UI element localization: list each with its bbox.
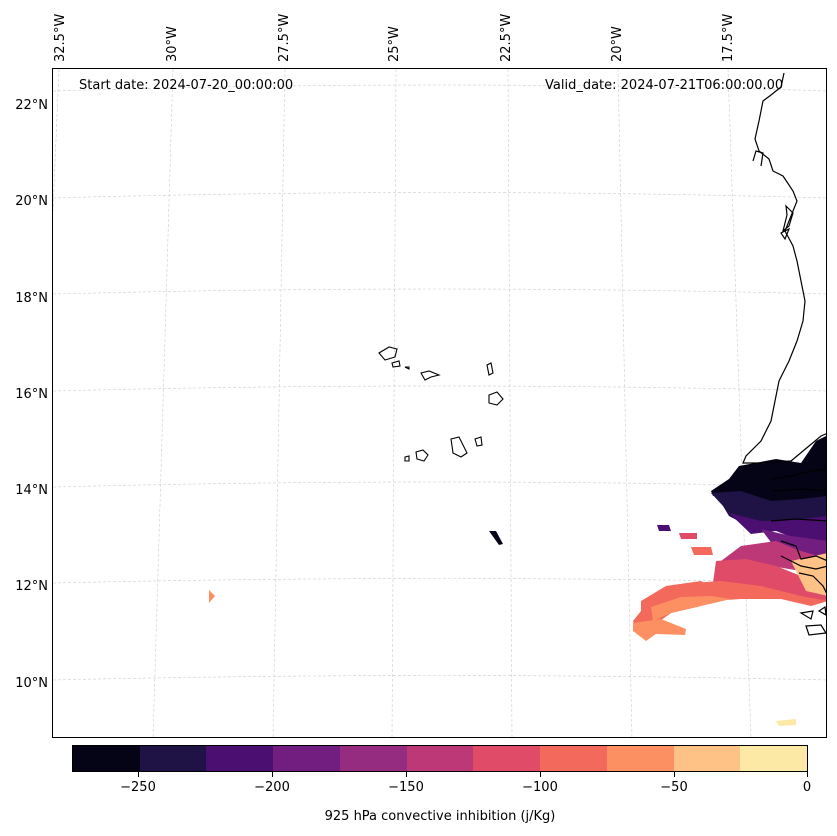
cin-field <box>209 436 826 726</box>
island-brava <box>404 455 410 462</box>
island-maio <box>474 436 483 447</box>
cin-small-patch-2 <box>679 533 697 539</box>
colorbar-segment <box>673 746 741 771</box>
lat-label-12n: 12°N <box>15 579 48 594</box>
coast-south-2 <box>770 518 826 522</box>
colorbar-label: −250 <box>120 780 156 795</box>
coast-islands-5 <box>817 605 826 616</box>
island-sao-vicente <box>391 360 401 368</box>
cin-region-very-low <box>711 436 826 506</box>
cape-verde-islands <box>378 346 504 462</box>
coast-islands-1 <box>780 555 826 570</box>
africa-coast <box>742 72 826 464</box>
coast-islands-3 <box>799 610 814 620</box>
start-date: Start date: 2024-07-20_00:00:00 <box>79 78 294 93</box>
cin-small-patch-1 <box>657 525 671 531</box>
gambia-river <box>770 468 826 480</box>
coast-detail-1 <box>752 150 764 167</box>
lon-label-27-5w: 27.5°W <box>277 13 292 62</box>
lon-label-20w: 20°W <box>610 26 625 62</box>
cin-small-patch-4 <box>489 531 503 545</box>
coast-detail-2 <box>781 204 794 233</box>
lat-label-22n: 22°N <box>15 98 48 113</box>
colorbar-segment <box>406 746 474 771</box>
island-sal <box>486 362 494 376</box>
colorbar-label: −50 <box>660 780 688 795</box>
coast-detail-3 <box>780 227 791 241</box>
colorbar-tick <box>807 772 808 777</box>
coast-islands-4 <box>805 624 826 636</box>
cin-region-pale <box>776 719 796 726</box>
island-santa-luzia <box>404 366 410 370</box>
lat-label-10n: 10°N <box>15 676 48 691</box>
coastline <box>742 72 826 636</box>
colorbar-segment <box>339 746 407 771</box>
lon-label-30w: 30°W <box>165 26 180 62</box>
lat-label-16n: 16°N <box>15 387 48 402</box>
cin-region-light-orange <box>651 596 731 621</box>
graticule <box>53 69 826 737</box>
island-santiago <box>450 436 468 458</box>
valid-date: Valid_date: 2024-07-21T06:00:00.00 <box>545 78 784 93</box>
map-panel[interactable] <box>52 68 827 738</box>
lat-label-18n: 18°N <box>15 291 48 306</box>
island-santo-antao <box>378 346 398 361</box>
colorbar-segment <box>273 746 340 771</box>
map-canvas <box>53 69 826 737</box>
lon-label-22-5w: 22.5°W <box>499 13 514 62</box>
island-boa-vista <box>488 391 504 406</box>
cin-small-patch-3 <box>691 547 713 555</box>
colorbar <box>72 745 808 772</box>
cin-small-patch-5 <box>209 590 215 603</box>
colorbar-segment <box>606 746 674 771</box>
colorbar-label: −200 <box>254 780 290 795</box>
colorbar-segment <box>473 746 541 771</box>
colorbar-label: 0 <box>802 780 812 795</box>
colorbar-tick <box>540 772 541 777</box>
colorbar-segment <box>206 746 274 771</box>
coast-south-1 <box>772 488 826 492</box>
lon-label-17-5w: 17.5°W <box>721 13 736 62</box>
colorbar-segment <box>73 746 140 771</box>
cin-region-peach <box>633 619 686 641</box>
cin-region-coral <box>713 559 826 601</box>
colorbar-tick <box>138 772 139 777</box>
colorbar-label: −100 <box>522 780 558 795</box>
lat-label-20n: 20°N <box>15 194 48 209</box>
colorbar-tick <box>674 772 675 777</box>
lat-label-14n: 14°N <box>15 483 48 498</box>
lon-label-25w: 25°W <box>387 26 402 62</box>
colorbar-tick <box>406 772 407 777</box>
colorbar-segment <box>139 746 207 771</box>
coast-islands-2 <box>798 572 826 594</box>
colorbar-segment <box>540 746 607 771</box>
colorbar-title: 925 hPa convective inhibition (j/Kg) <box>324 809 556 824</box>
island-sao-nicolau <box>420 370 441 381</box>
colorbar-segment <box>740 746 808 771</box>
colorbar-label: −150 <box>388 780 424 795</box>
island-fogo <box>415 449 429 462</box>
guinea-bissau-coast <box>780 540 826 561</box>
colorbar-tick <box>272 772 273 777</box>
lon-label-32-5w: 32.5°W <box>53 13 68 62</box>
